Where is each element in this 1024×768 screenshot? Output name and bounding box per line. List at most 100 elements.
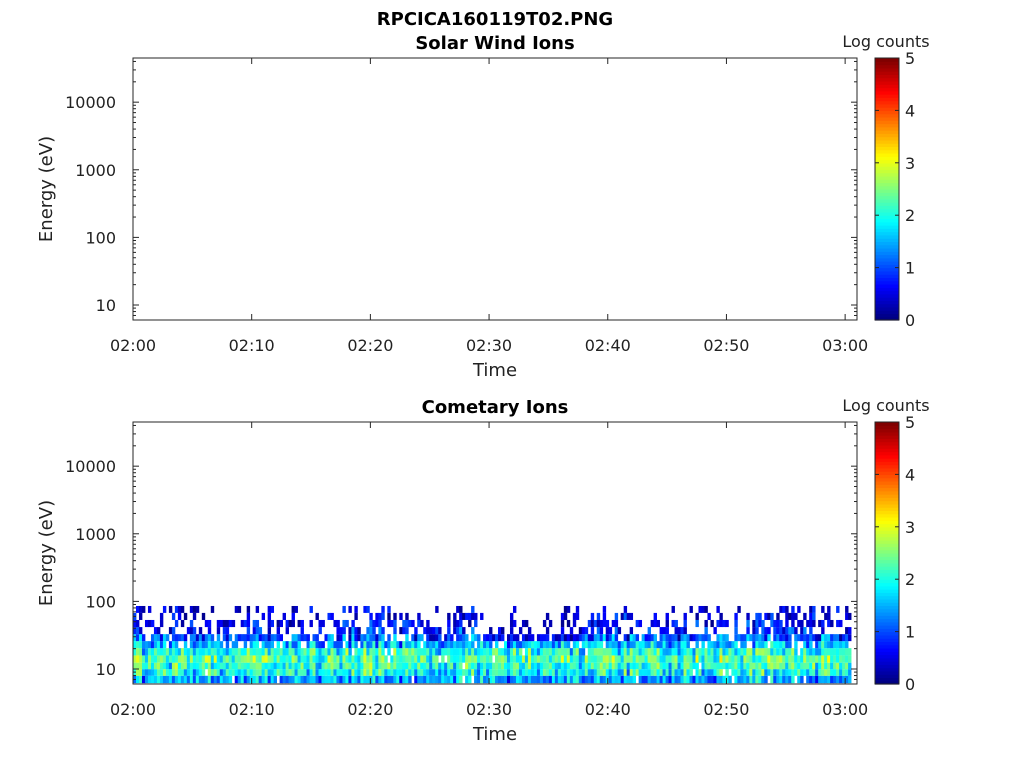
heatmap-cell — [291, 641, 295, 649]
heatmap-cell — [195, 675, 200, 684]
heatmap-cell — [812, 662, 816, 670]
colorbar-band — [875, 510, 899, 515]
heatmap-cell — [719, 675, 723, 684]
heatmap-cell — [402, 655, 406, 663]
heatmap-cell — [587, 675, 592, 684]
heatmap-cell — [402, 627, 406, 635]
heatmap-cell — [201, 634, 206, 642]
heatmap-cell — [656, 662, 660, 670]
heatmap-cell — [144, 648, 149, 656]
heatmap-cell — [309, 648, 313, 656]
heatmap-cell — [315, 634, 319, 642]
colorbar-band — [875, 661, 899, 665]
heatmap-cell — [267, 655, 272, 663]
heatmap-cell — [366, 648, 370, 656]
heatmap-cell — [518, 641, 523, 649]
heatmap-cell — [429, 655, 433, 663]
heatmap-cell — [557, 662, 562, 670]
heatmap-cell — [198, 669, 203, 676]
heatmap-cell — [569, 675, 574, 684]
heatmap-cell — [647, 675, 651, 684]
heatmap-cell — [243, 648, 248, 656]
heatmap-cell — [713, 655, 717, 663]
heatmap-cell — [501, 648, 505, 656]
heatmap-cell — [222, 655, 227, 663]
heatmap-cell — [758, 675, 762, 684]
heatmap-cell — [740, 648, 744, 656]
heatmap-cell — [267, 662, 272, 670]
heatmap-cell — [602, 619, 607, 628]
heatmap-cell — [635, 648, 640, 656]
heatmap-cell — [348, 655, 352, 663]
heatmap-cell — [492, 634, 496, 642]
heatmap-cell — [327, 669, 331, 676]
heatmap-cell — [797, 662, 801, 670]
heatmap-cell — [737, 669, 741, 676]
heatmap-cell — [641, 634, 646, 642]
colorbar-band — [875, 172, 899, 177]
heatmap-cell — [165, 655, 170, 663]
colorbar-band — [875, 290, 899, 295]
heatmap-cell — [608, 648, 613, 656]
colorbar-tick-label: 5 — [905, 49, 915, 68]
heatmap-cell — [728, 675, 732, 684]
heatmap-cell — [426, 655, 430, 663]
colorbar-band — [875, 477, 899, 482]
heatmap-cell — [770, 619, 774, 628]
heatmap-cell — [297, 655, 301, 663]
heatmap-cell — [749, 648, 753, 656]
heatmap-cell — [692, 655, 696, 663]
heatmap-cell — [734, 619, 738, 628]
heatmap-cell — [474, 669, 478, 676]
heatmap-cell — [551, 641, 556, 649]
heatmap-cell — [728, 641, 732, 649]
heatmap-cell — [707, 669, 711, 676]
heatmap-cell — [441, 662, 445, 670]
heatmap-cell — [216, 627, 221, 635]
heatmap-cell — [276, 655, 280, 663]
heatmap-cell — [710, 641, 714, 649]
heatmap-cell — [133, 634, 137, 642]
heatmap-cell — [324, 655, 328, 663]
heatmap-cell — [471, 648, 475, 656]
heatmap-cell — [776, 648, 780, 656]
heatmap-cell — [578, 648, 583, 656]
heatmap-cell — [821, 634, 825, 642]
heatmap-cell — [258, 648, 263, 656]
heatmap-cell — [665, 634, 669, 642]
heatmap-cell — [581, 675, 586, 684]
heatmap-cell — [309, 669, 313, 676]
heatmap-cell — [276, 641, 280, 649]
heatmap-cell — [836, 662, 840, 670]
heatmap-cell — [342, 619, 346, 628]
heatmap-cell — [584, 641, 589, 649]
heatmap-cell — [465, 662, 469, 670]
heatmap-cell — [512, 634, 517, 642]
heatmap-cell — [240, 675, 245, 684]
heatmap-cell — [498, 675, 502, 684]
heatmap-cell — [608, 634, 613, 642]
heatmap-cell — [653, 655, 657, 663]
heatmap-cell — [456, 634, 460, 642]
heatmap-cell — [590, 634, 595, 642]
heatmap-cell — [195, 669, 200, 676]
heatmap-cell — [605, 634, 610, 642]
heatmap-cell — [797, 669, 801, 676]
heatmap-cell — [159, 619, 164, 628]
heatmap-cell — [327, 662, 331, 670]
colorbar-band — [875, 458, 899, 462]
colorbar-band — [875, 484, 899, 489]
colorbar-band — [875, 677, 899, 682]
heatmap-cell — [572, 612, 577, 620]
heatmap-cell — [602, 648, 607, 656]
heatmap-cell — [363, 648, 367, 656]
heatmap-cell — [677, 627, 681, 635]
heatmap-cell — [743, 641, 747, 649]
heatmap-cell — [243, 662, 248, 670]
heatmap-cell — [536, 634, 541, 642]
axes-frame — [132, 57, 858, 321]
heatmap-cell — [300, 619, 304, 628]
heatmap-cell — [216, 634, 221, 642]
heatmap-cell — [159, 634, 164, 642]
heatmap-cell — [135, 634, 140, 642]
